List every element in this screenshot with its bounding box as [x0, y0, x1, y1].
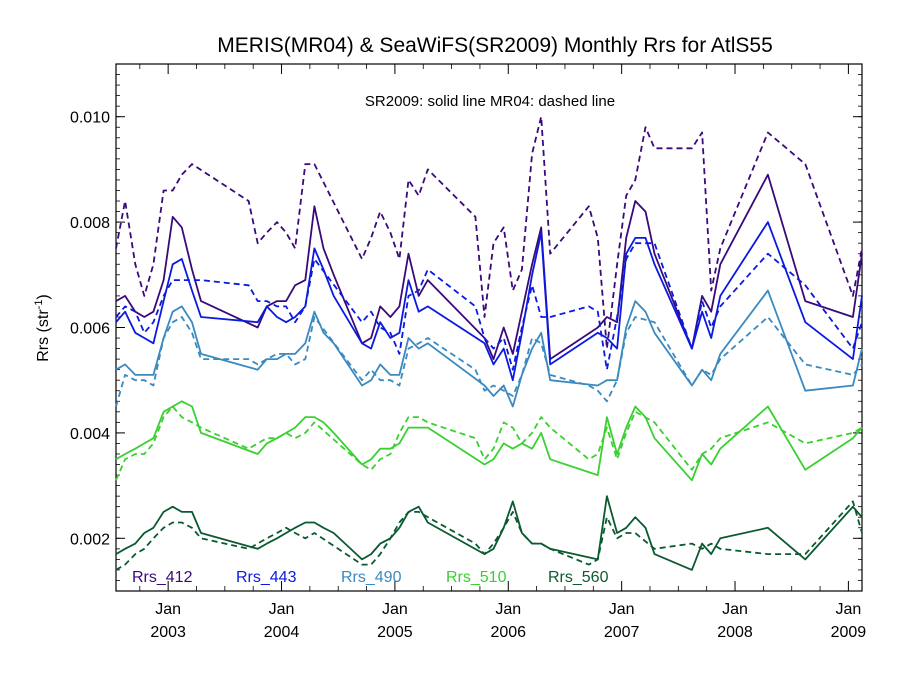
y-axis-label: Rrs (str-1): [33, 294, 52, 362]
axis-ticks: 0.002 0.004 0.006 0.008 0.010 Jan 2003 Jan 2004 J…: [70, 64, 866, 641]
rrs-560-sr2009-line: [115, 495, 863, 571]
y-tick-label: 0.006: [70, 321, 110, 338]
x-tick-year-label: 2007: [604, 624, 640, 641]
x-tick-year-label: 2003: [150, 624, 186, 641]
x-tick-year-label: 2008: [717, 624, 753, 641]
x-tick-month-label: Jan: [495, 601, 521, 618]
x-tick-month-label: Jan: [722, 601, 748, 618]
rrs-412-sr2009-line: [115, 173, 863, 360]
x-tick-month-label: Jan: [609, 601, 635, 618]
legend-entry-rrs-412: Rrs_412: [132, 569, 193, 586]
line-style-annotation: SR2009: solid line MR04: dashed line: [365, 93, 615, 110]
legend-entry-rrs-560: Rrs_560: [548, 569, 609, 586]
legend-entry-rrs-443: Rrs_443: [236, 569, 297, 586]
x-tick-month-label: Jan: [382, 601, 408, 618]
x-tick-year-label: 2005: [377, 624, 413, 641]
rrs-490-mr04-line: [115, 316, 863, 407]
rrs-510-mr04-line: [115, 405, 863, 481]
legend-entry-rrs-490: Rrs_490: [341, 569, 402, 586]
x-tick-month-label: Jan: [269, 601, 295, 618]
series-lines: [115, 115, 863, 571]
y-tick-label: 0.002: [70, 531, 110, 548]
rrs-560-mr04-line: [115, 500, 863, 571]
x-tick-month-label: Jan: [155, 601, 181, 618]
y-axis-label-close: ): [35, 294, 52, 299]
rrs-443-sr2009-line: [115, 221, 863, 382]
x-tick-year-label: 2004: [264, 624, 300, 641]
x-tick-year-label: 2009: [831, 624, 867, 641]
y-axis-label-superscript: -1: [33, 300, 45, 310]
legend: Rrs_412 Rrs_443 Rrs_490 Rrs_510 Rrs_560: [132, 569, 609, 586]
y-tick-label: 0.010: [70, 110, 110, 127]
x-tick-year-label: 2006: [490, 624, 526, 641]
y-tick-label: 0.004: [70, 426, 110, 443]
plot-frame: [115, 63, 863, 592]
rrs-490-sr2009-line: [115, 289, 863, 408]
rrs-510-sr2009-line: [115, 400, 863, 482]
x-tick-month-label: Jan: [835, 601, 861, 618]
rrs-412-mr04-line: [115, 115, 863, 350]
y-axis-label-main: Rrs (str: [35, 309, 52, 362]
chart-title: MERIS(MR04) & SeaWiFS(SR2009) Monthly Rr…: [217, 34, 773, 57]
y-tick-label: 0.008: [70, 215, 110, 232]
legend-entry-rrs-510: Rrs_510: [446, 569, 507, 586]
